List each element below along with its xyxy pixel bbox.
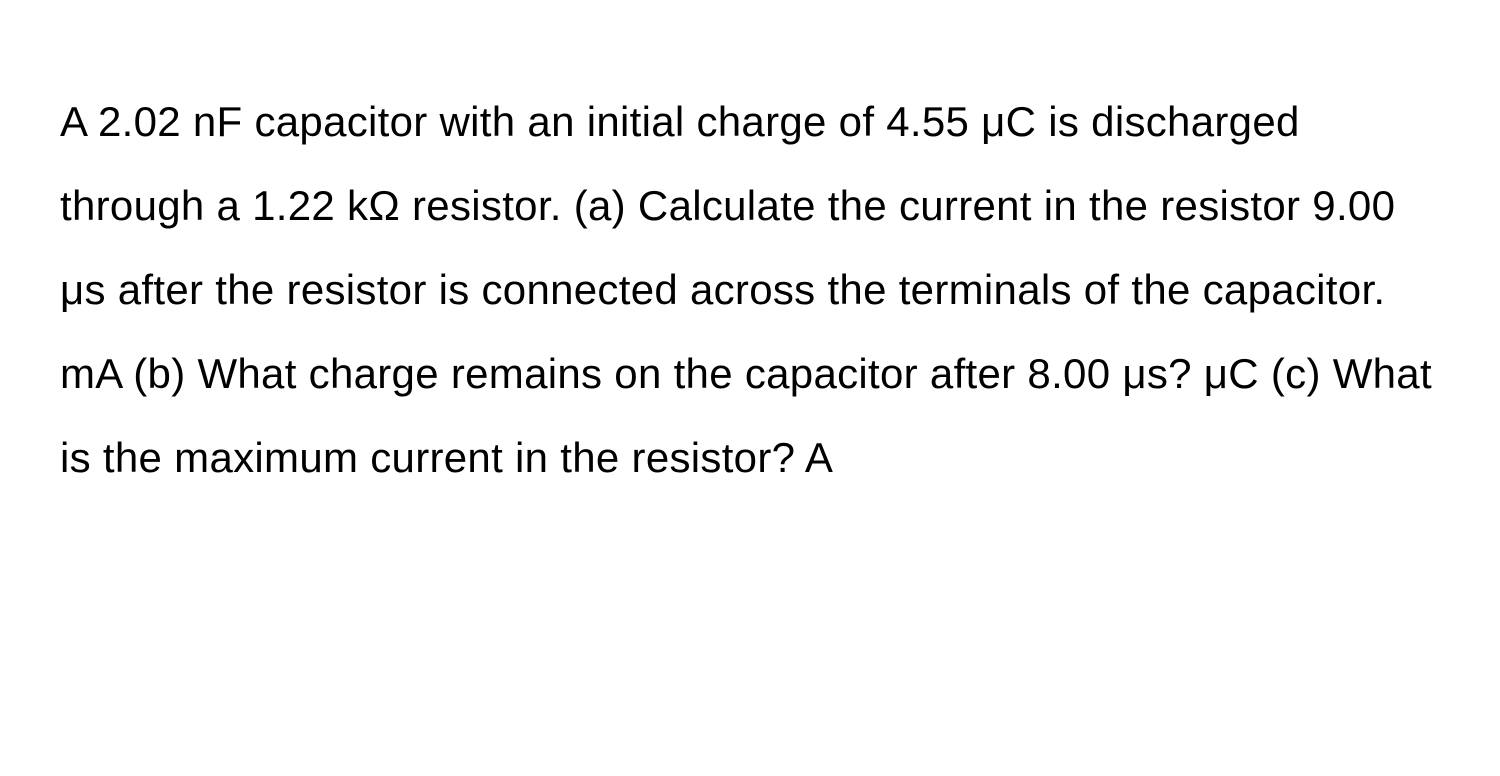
physics-problem-text: A 2.02 nF capacitor with an initial char… <box>60 80 1440 500</box>
